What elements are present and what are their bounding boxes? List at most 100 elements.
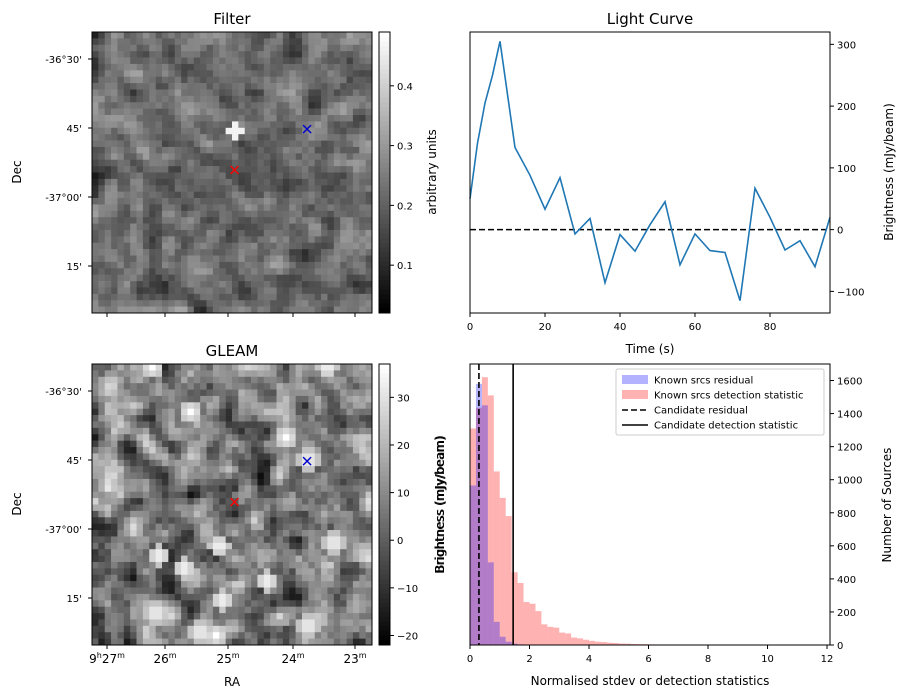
histogram-xtick-label: 4 <box>586 654 592 665</box>
detection-bar <box>535 611 542 645</box>
detection-bar <box>594 641 601 645</box>
gleam-colorbar-tick-label: 20 <box>397 441 410 452</box>
light-curve-title: Light Curve <box>607 10 693 28</box>
filter-colorbar-tick-label: 0.2 <box>397 201 413 212</box>
gleam-frame <box>91 363 373 646</box>
gleam-title: GLEAM <box>206 342 259 360</box>
histogram-ytick-label: 800 <box>837 509 856 520</box>
ra-hours-unit: h <box>97 651 102 660</box>
detection-bar <box>541 624 548 645</box>
histogram-legend: Known srcs residual Known srcs detection … <box>615 368 825 436</box>
detection-bar <box>618 643 625 645</box>
histogram-plot <box>470 364 709 645</box>
filter-ytick-label: 15' <box>67 262 82 273</box>
gleam-xtick-label: 24m <box>281 651 304 666</box>
filter-y-ticks: -36°30' 45' -37°00' 15' <box>45 55 92 273</box>
residual-bar <box>487 562 494 645</box>
filter-marker-red <box>230 165 240 175</box>
detection-bar <box>529 603 536 645</box>
histogram-ytick-label: 0 <box>837 641 843 652</box>
residual-bar <box>499 636 506 645</box>
residual-bar <box>470 485 476 645</box>
gleam-y-ticks: -36°30' 45' -37°00' 15' <box>45 387 92 605</box>
legend-label: Known srcs detection statistic <box>654 391 803 402</box>
light-curve-ytick-label: 100 <box>837 164 856 175</box>
gleam-colorbar-tick-label: −20 <box>397 631 418 642</box>
detection-bar <box>553 627 560 645</box>
gleam-ylabel: Dec <box>10 492 24 515</box>
residual-bar <box>493 621 500 645</box>
light-curve-xtick-label: 60 <box>689 322 702 333</box>
histogram-panel: 0 2 4 6 8 10 12 02004006008001000120014001600 … <box>433 363 894 688</box>
detection-bar <box>470 428 476 645</box>
gleam-panel: GLEAM -36°30'45'-37°00'15' 9h27m 26m 25m 24… <box>10 342 447 689</box>
histogram-xtick-label: 8 <box>705 654 711 665</box>
histogram-ytick-label: 1000 <box>837 476 862 487</box>
filter-frame <box>91 31 373 314</box>
light-curve-ytick-label: −100 <box>837 287 864 298</box>
histogram-ylabel-left: Brightness (mJy/beam) <box>433 436 447 574</box>
filter-ytick-label: -36°30' <box>45 55 82 66</box>
gleam-markers <box>230 456 312 507</box>
gleam-ytick-label: -36°30' <box>45 387 82 398</box>
light-curve-frame <box>469 31 831 314</box>
gleam-colorbar-tick-label: 30 <box>397 393 410 404</box>
histogram-xtick-label: 10 <box>761 654 774 665</box>
ra-minutes: 25 <box>216 652 231 666</box>
gleam-marker-red <box>230 497 240 507</box>
ra-hours: 9 <box>89 652 97 666</box>
gleam-colorbar-frame <box>378 363 391 646</box>
filter-ytick-label: -37°00' <box>45 193 82 204</box>
histogram-ytick-label: 1400 <box>837 410 862 421</box>
ra-minutes: 24 <box>281 652 296 666</box>
gleam-ytick-label: 45' <box>67 456 82 467</box>
ra-minutes-unit: m <box>297 651 305 660</box>
residual-bar <box>481 405 488 645</box>
filter-x-ticks <box>106 313 356 317</box>
gleam-ytick-label: -37°00' <box>45 525 82 536</box>
detection-bar <box>493 471 500 645</box>
ra-minutes: 27 <box>102 652 117 666</box>
gleam-xtick-label: 26m <box>153 651 176 666</box>
detection-bar <box>589 640 595 645</box>
detection-bar <box>565 633 572 645</box>
detection-bar <box>487 395 494 645</box>
light-curve-ytick-label: 0 <box>837 226 843 237</box>
light-curve-xlabel: Time (s) <box>625 342 675 356</box>
gleam-colorbar: −20 −10 0 10 20 30 <box>378 363 418 646</box>
filter-ylabel: Dec <box>10 160 24 183</box>
gleam-xlabel: RA <box>224 675 241 689</box>
detection-bar <box>583 639 590 645</box>
light-curve-xtick-label: 80 <box>764 322 777 333</box>
detection-bar <box>571 637 578 645</box>
histogram-x-ticks: 0 2 4 6 8 10 12 <box>467 645 833 665</box>
histogram-xtick-label: 6 <box>645 654 651 665</box>
histogram-ytick-label: 200 <box>837 608 856 619</box>
detection-bar <box>499 497 506 645</box>
light-curve-line <box>469 41 831 301</box>
legend-swatch <box>622 390 648 399</box>
gleam-colorbar-tick-label: 0 <box>397 536 403 547</box>
light-curve-x-ticks: 0 20 40 60 80 <box>467 313 777 333</box>
detection-bar <box>511 572 518 645</box>
histogram-ylabel-right: Number of Sources <box>880 448 894 563</box>
gleam-colorbar-tick-label: 10 <box>397 489 410 500</box>
detection-bar <box>600 642 607 645</box>
legend-swatch <box>622 375 648 384</box>
detection-bar <box>517 583 524 645</box>
filter-image <box>92 32 373 314</box>
residual-bar <box>505 641 512 645</box>
histogram-xtick-label: 0 <box>467 654 473 665</box>
detection-bar <box>606 642 613 645</box>
light-curve-panel: Light Curve 0 20 40 60 80 −100 0 100 200 300 Tim… <box>467 10 896 356</box>
detection-bar <box>577 638 584 645</box>
gleam-x-ticks: 9h27m 26m 25m 24m 23m <box>89 645 367 666</box>
ra-minutes-unit: m <box>117 651 125 660</box>
detection-bar <box>481 377 488 645</box>
ra-minutes: 26 <box>153 652 168 666</box>
histogram-ytick-label: 400 <box>837 575 856 586</box>
light-curve-ylabel: Brightness (mJy/beam) <box>882 103 896 241</box>
detection-bar <box>505 516 512 645</box>
light-curve-plot <box>469 41 831 301</box>
